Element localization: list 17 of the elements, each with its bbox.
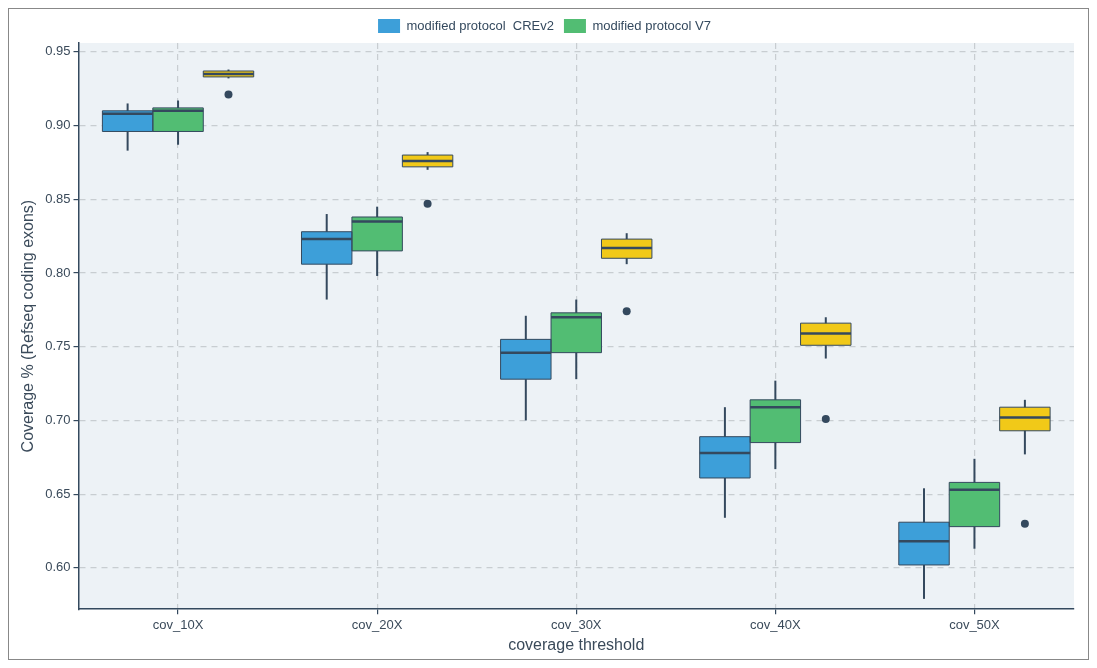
y-tick-label: 0.60 — [45, 559, 71, 575]
y-tick-label: 0.70 — [45, 412, 71, 428]
x-tick-label: cov_40X — [750, 616, 801, 632]
legend-label: modified protocol V7 — [592, 17, 711, 33]
x-axis-title: coverage threshold — [508, 635, 645, 653]
y-tick-label: 0.80 — [45, 264, 71, 280]
x-tick-label: cov_50X — [949, 616, 1001, 632]
x-tick-label: cov_30X — [550, 616, 602, 632]
y-tick-label: 0.90 — [45, 117, 71, 133]
y-tick-label: 0.65 — [45, 485, 71, 501]
x-tick-label: cov_10X — [152, 616, 204, 632]
y-tick-label: 0.95 — [45, 43, 71, 59]
x-tick-label: cov_20X — [351, 616, 403, 632]
y-axis-title: Coverage % (Refseq coding exons) — [19, 199, 37, 453]
y-tick-label: 0.75 — [45, 338, 71, 354]
legend-label: modified protocol CREv2 — [406, 17, 554, 33]
y-tick-label: 0.85 — [45, 190, 71, 206]
